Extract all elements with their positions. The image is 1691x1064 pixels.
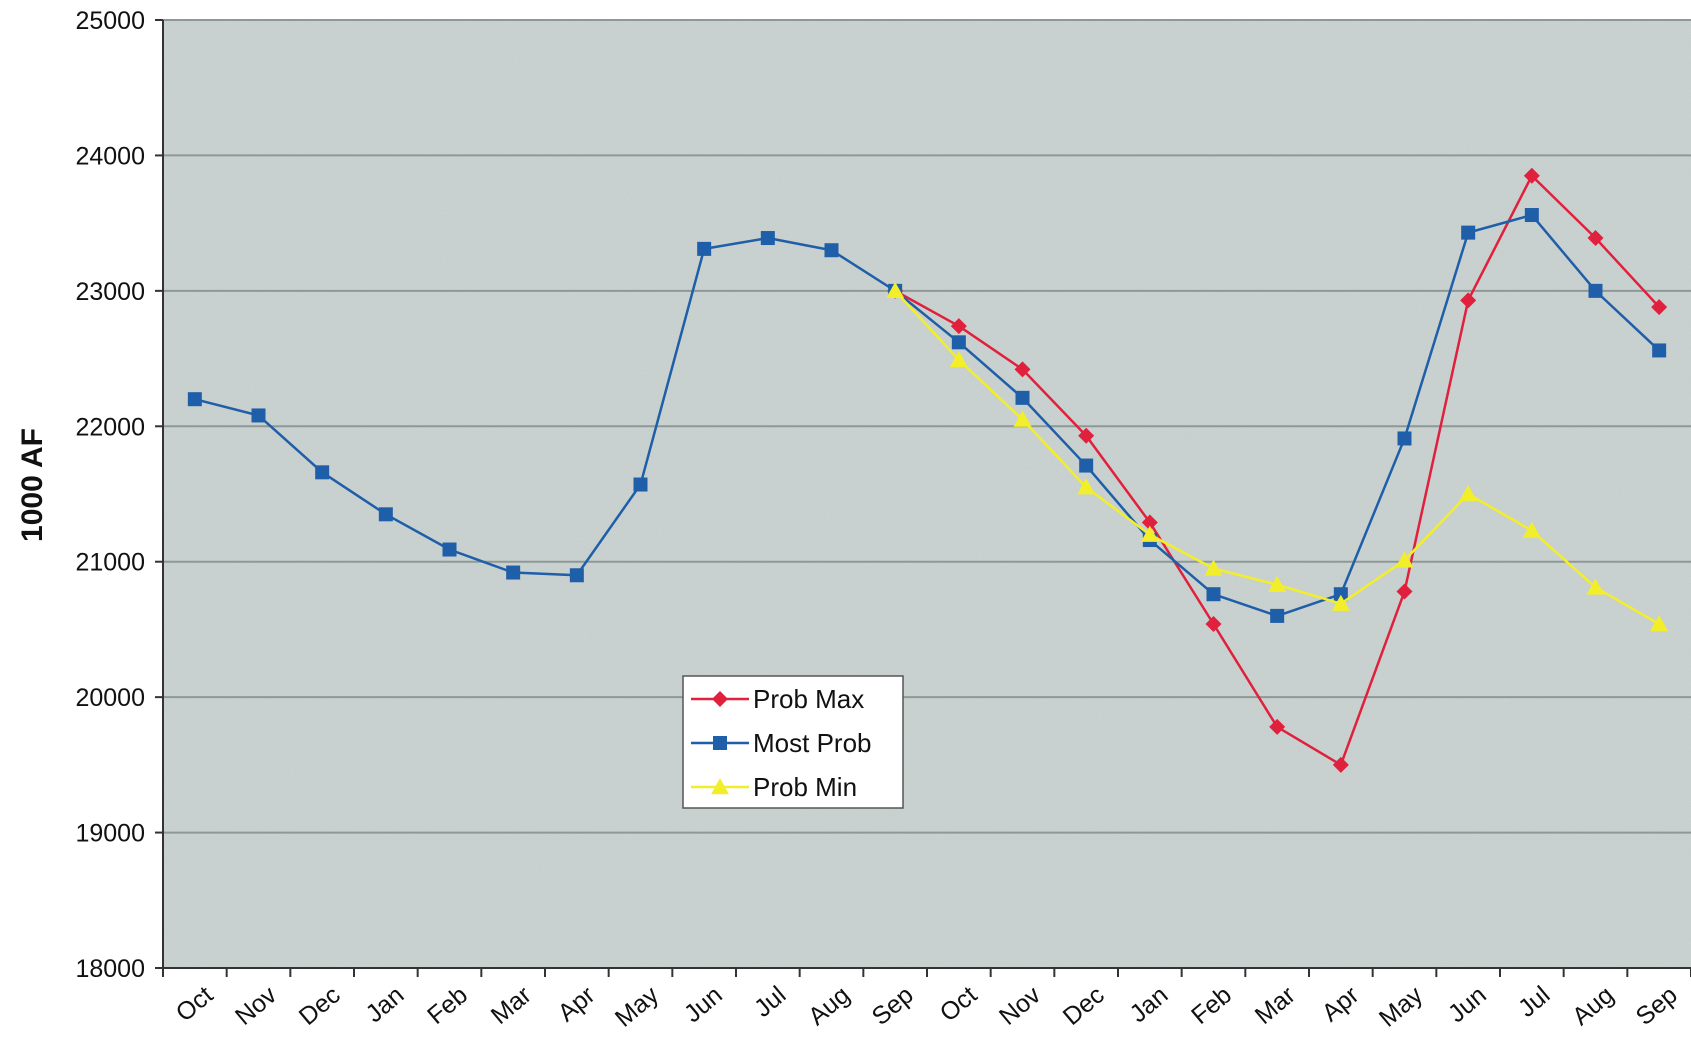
series-layer <box>187 167 1669 773</box>
gridlines <box>163 19 1691 834</box>
x-tick-label: Feb <box>422 981 473 1030</box>
x-tick-label: Jul <box>1513 981 1555 1023</box>
point-most-prob <box>1588 283 1603 298</box>
point-prob-min <box>1522 521 1541 538</box>
point-most-prob <box>442 542 457 557</box>
x-tick-label: Dec <box>294 981 346 1031</box>
point-most-prob <box>1524 208 1539 223</box>
point-prob-min <box>949 350 968 368</box>
point-most-prob <box>1206 587 1221 602</box>
point-most-prob <box>951 335 966 350</box>
point-most-prob <box>633 477 648 492</box>
point-prob-min <box>1204 559 1223 576</box>
point-most-prob <box>824 243 839 258</box>
y-tick-label-23000: 23000 <box>75 278 145 306</box>
x-tick-label: Jun <box>679 981 728 1028</box>
x-tick-label: Aug <box>1567 981 1619 1031</box>
series-line-most-prob <box>194 213 1661 618</box>
y-tick-label-22000: 22000 <box>75 413 145 441</box>
point-prob-min <box>1459 485 1478 502</box>
y-tick-label-25000: 25000 <box>75 7 145 35</box>
x-tick-label: Jun <box>1443 981 1492 1028</box>
point-prob-max <box>950 318 967 335</box>
x-tick-label: Nov <box>994 981 1046 1031</box>
point-prob-max <box>1078 427 1095 444</box>
x-tick-label: Jul <box>749 981 791 1023</box>
point-prob-max <box>1269 718 1286 735</box>
point-prob-max <box>1587 230 1604 247</box>
x-tick-label: Oct <box>935 981 983 1027</box>
point-prob-min <box>1586 578 1605 595</box>
point-most-prob <box>1333 587 1348 602</box>
point-most-prob <box>760 231 775 246</box>
point-prob-max <box>1141 514 1158 531</box>
point-prob-min <box>1650 615 1669 632</box>
x-tick-label: Feb <box>1186 981 1237 1030</box>
point-most-prob <box>569 568 584 583</box>
point-prob-max <box>1396 583 1413 600</box>
point-prob-max <box>1332 756 1349 773</box>
legend-marker-prob-max <box>712 691 728 707</box>
point-most-prob <box>506 565 521 580</box>
x-tick-label: Oct <box>171 981 219 1027</box>
point-prob-min <box>1268 575 1287 592</box>
x-tick-label: Dec <box>1058 981 1110 1031</box>
y-tick-label-24000: 24000 <box>75 142 145 170</box>
plot-area <box>163 20 1691 968</box>
x-tick-label: Apr <box>1317 981 1365 1027</box>
x-tick-label: Sep <box>1631 981 1683 1031</box>
point-prob-min <box>886 281 905 299</box>
point-prob-min <box>1140 525 1159 542</box>
x-tick-label: Jan <box>361 981 410 1028</box>
y-tick-label-19000: 19000 <box>75 820 145 848</box>
legend-label-prob-min: Prob Min <box>753 772 857 802</box>
point-most-prob <box>1270 608 1285 623</box>
x-axis-ticks: Oct Nov Dec Jan Feb Mar Apr May Jun Jul Aug Sep Oct N… <box>162 968 1691 1033</box>
x-tick-label: Sep <box>867 981 919 1031</box>
y-axis-title: 1000 AF <box>16 428 49 542</box>
point-most-prob <box>251 408 266 423</box>
point-most-prob <box>697 241 712 256</box>
point-prob-max <box>1651 299 1668 316</box>
point-prob-min <box>1077 478 1096 495</box>
x-tick-label: May <box>610 981 665 1033</box>
point-most-prob <box>378 507 393 522</box>
y-tick-label-21000: 21000 <box>75 549 145 577</box>
point-most-prob <box>1397 431 1412 446</box>
point-most-prob <box>1079 458 1094 473</box>
point-prob-min <box>1331 594 1350 611</box>
legend-marker-most-prob <box>713 736 727 750</box>
series-prob-min <box>886 281 1669 632</box>
series-most-prob <box>187 208 1667 623</box>
legend-label-most-prob: Most Prob <box>753 728 872 758</box>
point-most-prob <box>315 465 330 480</box>
x-tick-label: Nov <box>230 981 282 1031</box>
x-tick-label: Apr <box>553 981 601 1027</box>
point-prob-max <box>1523 167 1540 184</box>
y-tick-label-20000: 20000 <box>75 684 145 712</box>
point-prob-max <box>1460 292 1477 309</box>
point-prob-max <box>1205 616 1222 633</box>
x-tick-label: May <box>1374 981 1429 1033</box>
series-prob-max <box>887 167 1668 773</box>
point-most-prob <box>1652 343 1667 358</box>
point-most-prob <box>1015 390 1030 405</box>
point-prob-min <box>1013 410 1032 427</box>
point-prob-max <box>1014 361 1031 378</box>
x-tick-label: Mar <box>1250 981 1301 1030</box>
point-most-prob <box>187 392 202 407</box>
y-tick-label-18000: 18000 <box>75 955 145 983</box>
legend-marker-prob-min <box>711 778 729 795</box>
x-tick-label: Mar <box>486 981 537 1030</box>
legend-label-prob-max: Prob Max <box>753 684 864 714</box>
x-tick-label: Jan <box>1125 981 1174 1028</box>
point-prob-min <box>1395 551 1414 568</box>
y-axis-ticks: 18000 19000 20000 21000 22000 23000 24000 25000 <box>75 7 163 983</box>
point-most-prob <box>1461 225 1476 240</box>
x-tick-label: Aug <box>803 981 855 1031</box>
legend: Prob Max Most Prob Prob Min <box>682 675 904 809</box>
